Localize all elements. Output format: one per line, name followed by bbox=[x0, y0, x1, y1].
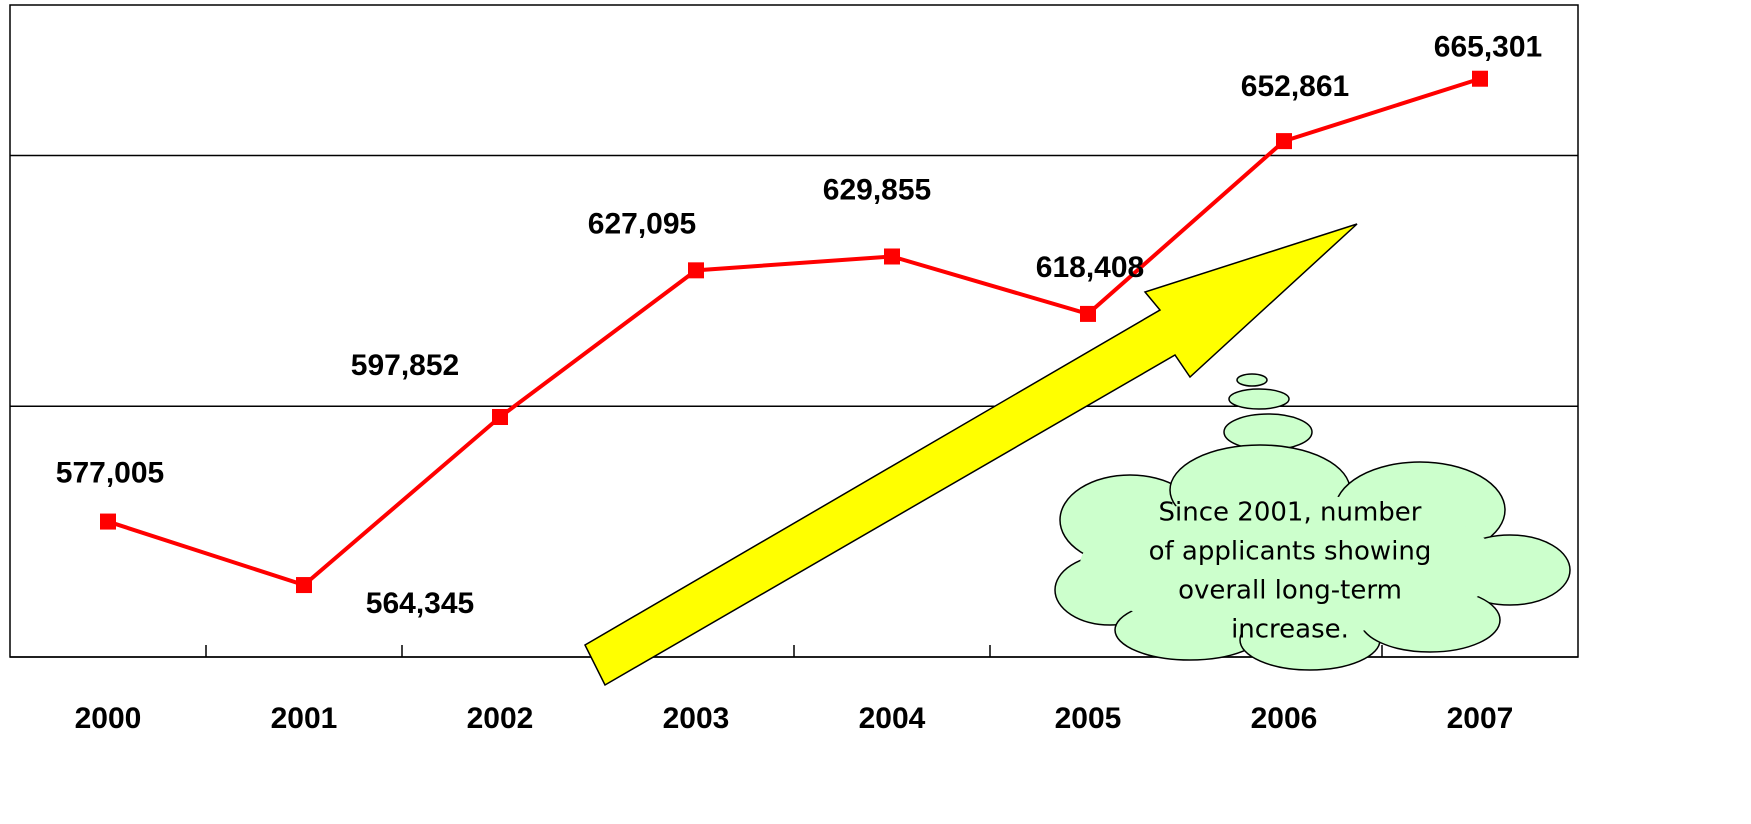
data-label: 564,345 bbox=[366, 587, 474, 620]
data-label: 629,855 bbox=[823, 173, 931, 206]
data-point bbox=[1276, 133, 1292, 150]
cloud-bubble bbox=[1236, 373, 1268, 387]
data-point bbox=[296, 577, 312, 594]
x-tick-label: 2001 bbox=[271, 702, 338, 735]
data-point bbox=[1080, 305, 1096, 322]
data-label: 627,095 bbox=[588, 207, 696, 240]
data-point bbox=[884, 248, 900, 265]
data-label: 665,301 bbox=[1434, 31, 1542, 64]
x-tick-label: 2005 bbox=[1055, 702, 1122, 735]
x-tick-label: 2000 bbox=[75, 702, 142, 735]
x-tick-label: 2004 bbox=[859, 702, 926, 735]
callout-text: Since 2001, number of applicants showing o… bbox=[1149, 498, 1432, 645]
callout-line: of applicants showing bbox=[1149, 537, 1432, 567]
callout-line: overall long-term bbox=[1178, 576, 1402, 606]
data-label: 652,861 bbox=[1241, 70, 1349, 103]
data-label: 618,408 bbox=[1036, 251, 1144, 284]
x-tick-label: 2002 bbox=[467, 702, 534, 735]
trend-arrow bbox=[584, 223, 1358, 687]
callout-line: Since 2001, number bbox=[1159, 498, 1422, 528]
data-line bbox=[107, 76, 1481, 588]
callout-line: increase. bbox=[1231, 615, 1349, 645]
cloud-bubble bbox=[1228, 388, 1290, 410]
x-tick-label: 2007 bbox=[1447, 702, 1514, 735]
data-point bbox=[492, 409, 508, 426]
callout-cloud bbox=[1054, 373, 1571, 671]
x-tick-label: 2006 bbox=[1251, 702, 1318, 735]
data-label: 597,852 bbox=[351, 349, 459, 382]
data-point bbox=[688, 262, 704, 279]
cloud-fill bbox=[1080, 495, 1500, 635]
data-point bbox=[100, 513, 116, 530]
data-label: 577,005 bbox=[56, 456, 164, 489]
x-tick-label: 2003 bbox=[663, 702, 730, 735]
data-point bbox=[1472, 70, 1488, 87]
